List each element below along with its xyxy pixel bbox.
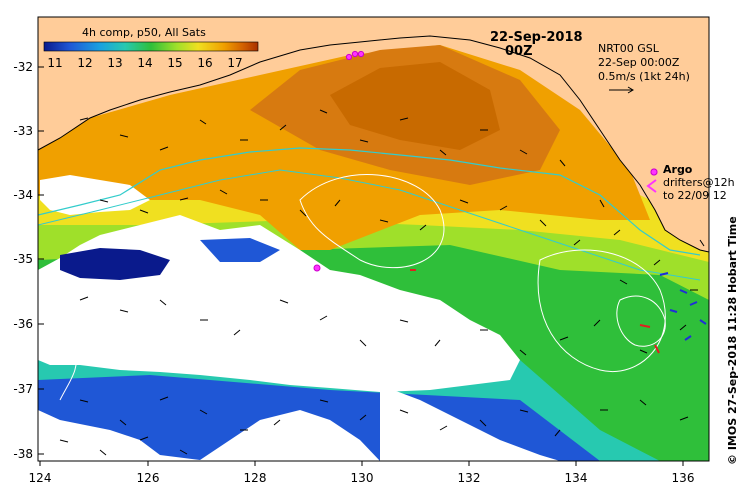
colorbar-tick: 17: [227, 56, 242, 70]
bathymetry-line: [38, 147, 701, 256]
credit-text: © IMOS 27-Sep-2018 11:28 Hobart Time: [726, 216, 739, 465]
current-legend-line2: 22-Sep 00:00Z: [598, 56, 680, 69]
colorbar-title: 4h comp, p50, All Sats: [82, 26, 206, 39]
colorbar-tick: 15: [167, 56, 182, 70]
argo-legend-marker: [650, 168, 658, 176]
x-tick-label: 130: [351, 471, 374, 485]
contour-1: [299, 174, 445, 269]
cloud-mask-north: [40, 175, 150, 215]
x-axis: 124 126 128 130 132 134 136: [29, 461, 695, 485]
contour-2: [537, 249, 666, 372]
current-vectors: [59, 109, 705, 456]
map-frame: [37, 16, 710, 462]
x-tick-label: 126: [137, 471, 160, 485]
x-tick-label: 128: [244, 471, 267, 485]
y-tick-label: -35: [13, 252, 33, 266]
y-tick-label: -37: [13, 382, 33, 396]
y-tick-label: -33: [13, 124, 33, 138]
cold-eddy: [60, 248, 170, 280]
x-tick-label: 136: [672, 471, 695, 485]
map-time: 00Z: [505, 44, 533, 59]
y-tick-label: -38: [13, 447, 33, 461]
colorbar-tick: 16: [197, 56, 212, 70]
colorbar: [43, 41, 259, 52]
cloud-mask-central: [380, 385, 560, 461]
colorbar-tick: 14: [137, 56, 152, 70]
map-date: 22-Sep-2018: [490, 30, 583, 45]
x-tick-label: 134: [565, 471, 588, 485]
y-tick-label: -36: [13, 317, 33, 331]
highlight-vectors: [410, 269, 707, 354]
drifter-legend-marker: [646, 179, 657, 193]
drifter-legend-line1: drifters@12h: [663, 176, 735, 189]
y-tick-label: -34: [13, 188, 33, 202]
contour-4: [59, 349, 77, 401]
bathymetry-line-2: [38, 169, 701, 281]
blue-patch: [200, 238, 280, 262]
argo-legend-label: Argo: [663, 163, 693, 176]
current-legend-line1: NRT00 GSL: [598, 42, 660, 55]
coastline: [38, 17, 709, 253]
colorbar-tick: 11: [47, 56, 62, 70]
x-tick-label: 132: [458, 471, 481, 485]
colorbar-ticks: 11 12 13 14 15 16 17: [47, 56, 242, 70]
current-scale-arrow: [609, 86, 634, 94]
contour-3: [616, 295, 666, 347]
y-tick-label: -32: [13, 60, 33, 74]
x-tick-label: 124: [29, 471, 52, 485]
current-legend-line3: 0.5m/s (1kt 24h): [598, 70, 690, 83]
colorbar-tick: 12: [77, 56, 92, 70]
sst-band-hot: [330, 62, 500, 150]
colorbar-tick: 13: [107, 56, 122, 70]
y-axis: -32 -33 -34 -35 -36 -37 -38: [13, 60, 44, 461]
cloud-mask-southwest: [38, 410, 380, 461]
drifter-legend-line2: to 22/09 12: [663, 189, 727, 202]
